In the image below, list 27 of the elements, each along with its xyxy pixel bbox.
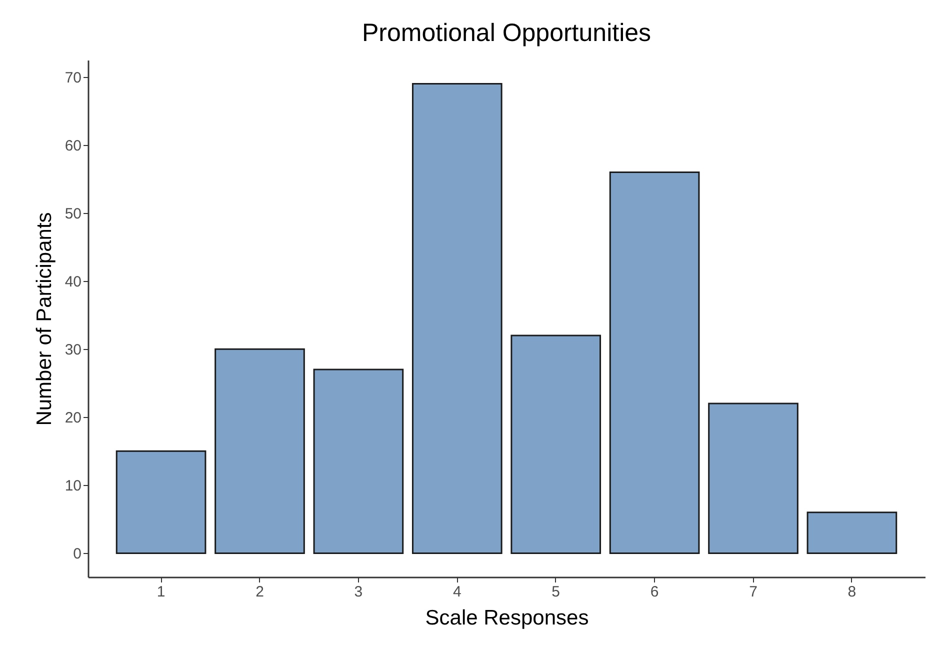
chart-title: Promotional Opportunities <box>362 19 652 47</box>
x-tick-label: 7 <box>749 584 758 600</box>
x-tick-label: 2 <box>256 584 264 600</box>
y-tick-label: 50 <box>64 206 82 223</box>
x-axis-title: Scale Responses <box>425 606 589 630</box>
y-tick-label: 70 <box>64 70 82 87</box>
y-tick-label: 0 <box>73 546 82 563</box>
y-tick-label: 20 <box>64 410 82 427</box>
bar <box>412 83 502 554</box>
y-tick-label: 10 <box>64 478 82 495</box>
bar <box>313 368 404 554</box>
bar <box>214 348 305 554</box>
x-tick-label: 8 <box>848 584 856 600</box>
x-tick-label: 4 <box>452 584 462 600</box>
y-tick-label: 40 <box>64 274 82 291</box>
y-axis-title: Number of Participants <box>32 212 56 426</box>
x-tick-label: 1 <box>156 584 166 600</box>
x-tick-label: 5 <box>552 584 560 600</box>
x-tick-label: 6 <box>650 584 659 600</box>
bar <box>708 402 798 554</box>
bar <box>806 512 898 554</box>
y-tick-label: 60 <box>64 138 82 155</box>
bar <box>116 450 206 554</box>
bar <box>510 334 602 554</box>
y-tick-label: 30 <box>64 342 82 359</box>
bar <box>609 171 700 554</box>
x-tick-label: 3 <box>354 584 363 600</box>
